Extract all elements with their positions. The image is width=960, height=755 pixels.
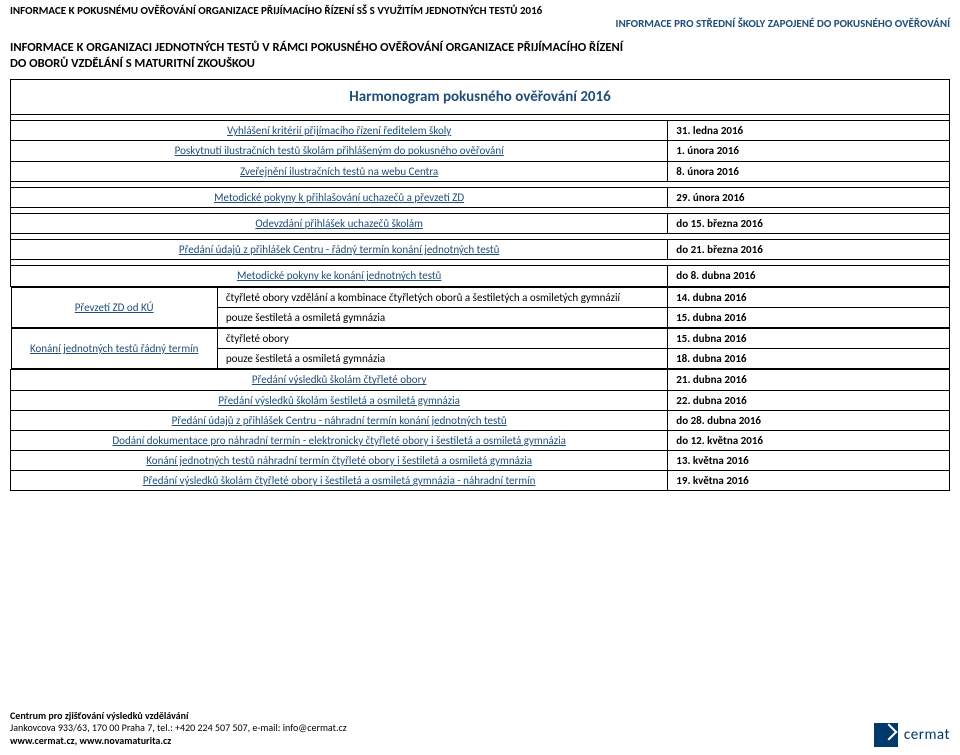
group-sub: pouze šestiletá a osmiletá gymnázia (217, 307, 667, 327)
row-label: Předání výsledků školám čtyřleté obory i… (11, 471, 668, 491)
row-value: 29. února 2016 (668, 187, 950, 207)
footer-contact: Centrum pro zjišťování výsledků vzdělává… (10, 710, 347, 748)
page-header-line1: INFORMACE K POKUSNÉMU OVĚŘOVÁNÍ ORGANIZA… (0, 0, 960, 17)
row-label: Zveřejnění ilustračních testů na webu Ce… (11, 161, 668, 181)
row-value: 19. května 2016 (668, 471, 950, 491)
table-row: Poskytnutí ilustračních testů školám při… (11, 141, 950, 161)
table-row-group: Konání jednotných testů řádný termín čty… (11, 328, 950, 370)
table-row: Předání výsledků školám šestiletá a osmi… (11, 390, 950, 410)
cermat-logo-icon (874, 723, 898, 747)
row-value: 1. února 2016 (668, 141, 950, 161)
row-value: 22. dubna 2016 (668, 390, 950, 410)
table-row: Dodání dokumentace pro náhradní termín -… (11, 430, 950, 450)
row-value: do 28. dubna 2016 (668, 410, 950, 430)
title-line1: INFORMACE K ORGANIZACI JEDNOTNÝCH TESTŮ … (10, 40, 623, 55)
row-value: 13. května 2016 (668, 451, 950, 471)
group-sub: čtyřleté obory (217, 328, 667, 348)
table-row: Předání výsledků školám čtyřleté obory i… (11, 471, 950, 491)
cermat-logo: cermat (874, 723, 950, 747)
table-row: Vyhlášení kritérií přijímacího řízení ře… (11, 121, 950, 141)
row-value: 15. dubna 2016 (668, 328, 949, 348)
row-value: 31. ledna 2016 (668, 121, 950, 141)
footer-web: www.cermat.cz, www.novamaturita.cz (10, 734, 171, 747)
row-value: 18. dubna 2016 (668, 349, 949, 369)
table-row: Odevzdání přihlášek uchazečů školám do 1… (11, 214, 950, 234)
page-footer: Centrum pro zjišťování výsledků vzdělává… (10, 710, 950, 748)
footer-address: Jankovcova 933/63, 170 00 Praha 7, tel.:… (10, 721, 347, 734)
schedule-table: Harmonogram pokusného ověřování 2016 Vyh… (10, 79, 950, 491)
group-left-label: Převzetí ZD od KÚ (11, 287, 217, 327)
row-label: Metodické pokyny k přihlašování uchazečů… (11, 187, 668, 207)
row-label: Dodání dokumentace pro náhradní termín -… (11, 430, 668, 450)
group-sub: pouze šestiletá a osmiletá gymnázia (217, 349, 667, 369)
row-value: do 15. března 2016 (668, 214, 950, 234)
footer-org: Centrum pro zjišťování výsledků vzdělává… (10, 709, 188, 722)
cermat-logo-text: cermat (904, 726, 950, 744)
row-label: Metodické pokyny ke konání jednotných te… (11, 266, 668, 286)
group-sub: čtyřleté obory vzdělání a kombinace čtyř… (217, 287, 667, 307)
row-label: Odevzdání přihlášek uchazečů školám (11, 214, 668, 234)
group-left-label: Konání jednotných testů řádný termín (11, 328, 217, 368)
row-label: Předání údajů z přihlášek Centru - řádný… (11, 240, 668, 260)
table-row-group: Převzetí ZD od KÚ čtyřleté obory vzdělán… (11, 286, 950, 328)
section-title: Harmonogram pokusného ověřování 2016 (11, 80, 950, 115)
group-prevzeti: Převzetí ZD od KÚ čtyřleté obory vzdělán… (11, 287, 950, 328)
row-value: do 8. dubna 2016 (668, 266, 950, 286)
row-value: 15. dubna 2016 (668, 307, 949, 327)
table-row: Předání výsledků školám čtyřleté obory 2… (11, 370, 950, 390)
row-label: Vyhlášení kritérií přijímacího řízení ře… (11, 121, 668, 141)
table-row: Zveřejnění ilustračních testů na webu Ce… (11, 161, 950, 181)
row-value: do 21. března 2016 (668, 240, 950, 260)
table-row: Konání jednotných testů náhradní termín … (11, 451, 950, 471)
row-label: Konání jednotných testů náhradní termín … (11, 451, 668, 471)
page-title: INFORMACE K ORGANIZACI JEDNOTNÝCH TESTŮ … (0, 36, 960, 79)
row-label: Předání údajů z přihlášek Centru - náhra… (11, 410, 668, 430)
table-row: Metodické pokyny k přihlašování uchazečů… (11, 187, 950, 207)
row-value: 14. dubna 2016 (668, 287, 949, 307)
table-row: Předání údajů z přihlášek Centru - řádný… (11, 240, 950, 260)
title-line2: DO OBORŮ VZDĚLÁNÍ S MATURITNÍ ZKOUŠKOU (10, 56, 255, 71)
row-label: Předání výsledků školám čtyřleté obory (11, 370, 668, 390)
row-value: 21. dubna 2016 (668, 370, 950, 390)
page-header-line2: INFORMACE PRO STŘEDNÍ ŠKOLY ZAPOJENÉ DO … (0, 17, 960, 36)
row-label: Poskytnutí ilustračních testů školám při… (11, 141, 668, 161)
row-label: Předání výsledků školám šestiletá a osmi… (11, 390, 668, 410)
table-row: Metodické pokyny ke konání jednotných te… (11, 266, 950, 286)
row-value: do 12. května 2016 (668, 430, 950, 450)
row-value: 8. února 2016 (668, 161, 950, 181)
group-konani: Konání jednotných testů řádný termín čty… (11, 328, 950, 369)
table-row: Předání údajů z přihlášek Centru - náhra… (11, 410, 950, 430)
